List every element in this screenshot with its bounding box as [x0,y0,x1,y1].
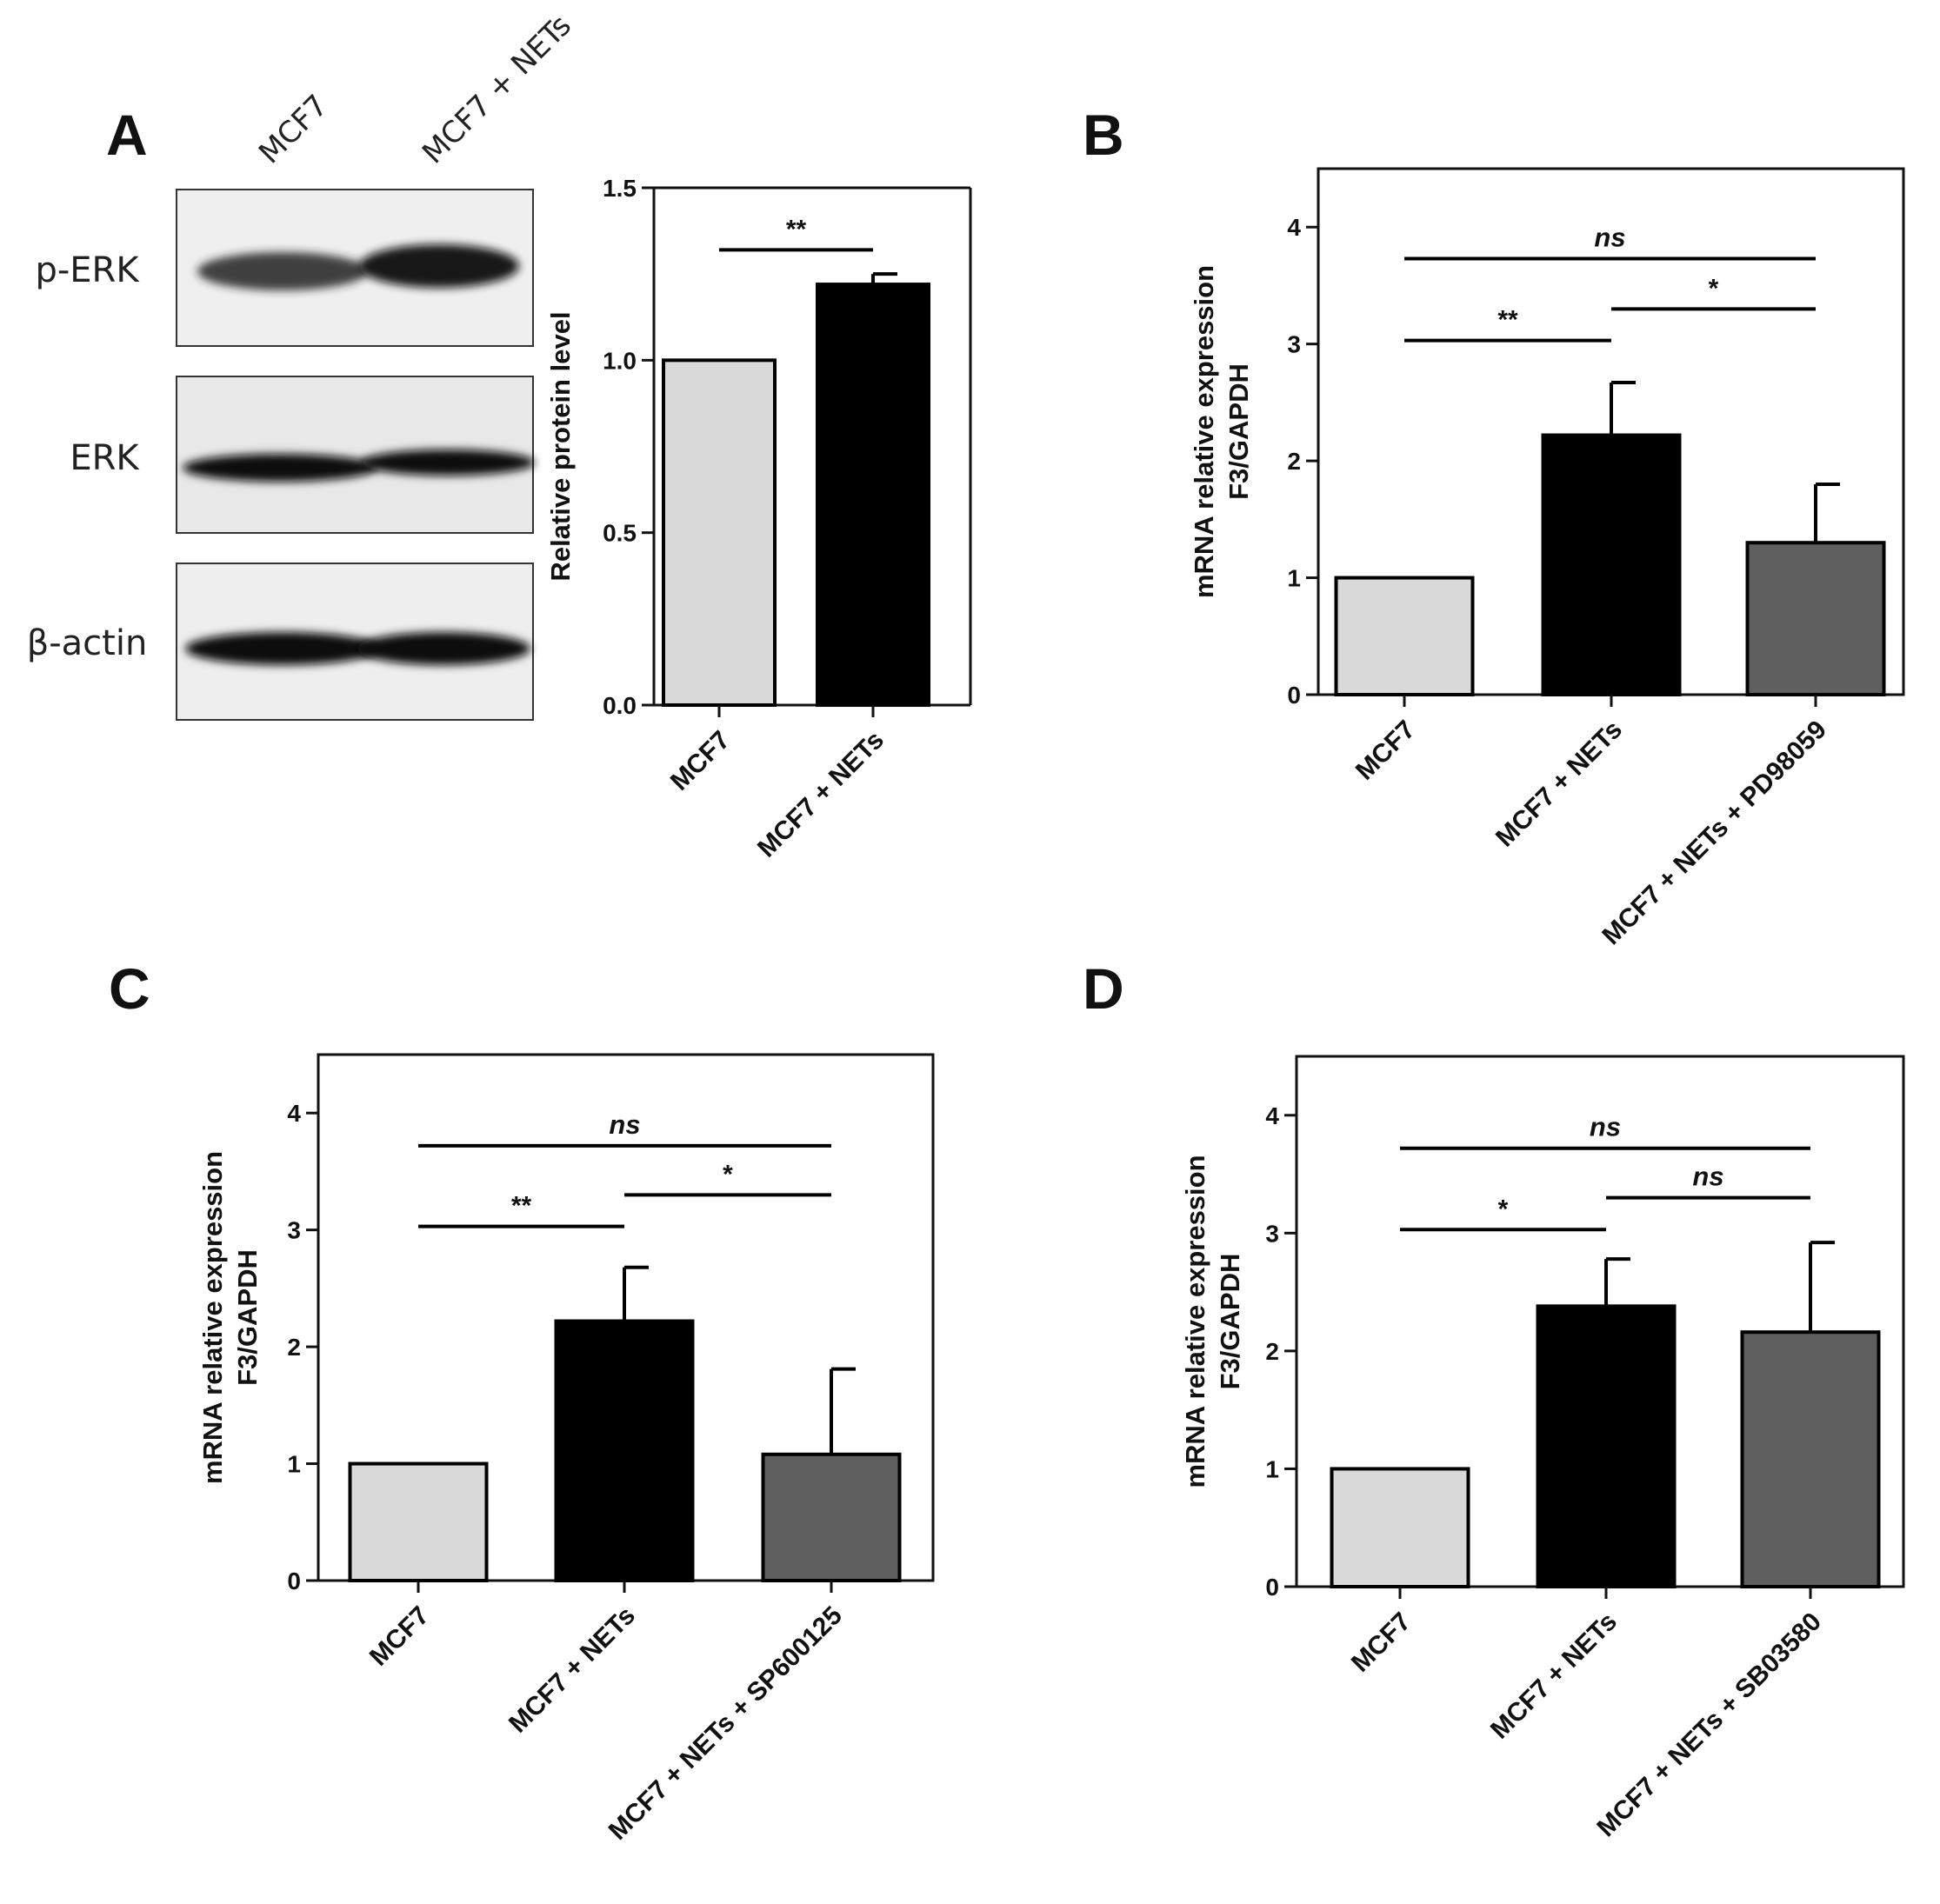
chart-d-significance-label: * [1498,1195,1509,1223]
blot-lane-label-mcf7: MCF7 [252,88,335,170]
chart-b-ytick-label: 3 [1287,331,1301,358]
bar-chart-d: D 0 1 2 3 4 mRNA relative expression F3/GAPDH MC… [1083,956,1905,1843]
chart-b-bar [1541,433,1682,696]
chart-b-category-label: MCF7 [1350,716,1421,786]
chart-a-category-label: MCF7 [665,726,736,796]
chart-d-significance-label: ns [1590,1112,1621,1142]
chart-c-category-label: MCF7 + NETs + SP600125 [603,1601,848,1846]
chart-a-bar [816,283,930,707]
chart-d-bar [1536,1304,1677,1589]
chart-c-category-label: MCF7 [364,1601,435,1672]
blot-row-label-erk: ERK [70,438,140,478]
blot-row-label-perk: p-ERK [35,250,140,290]
chart-d-significance-label: ns [1692,1162,1723,1192]
chart-b-ylabel: F3/GAPDH [1223,363,1254,500]
bar-chart-c: C 0 1 2 3 4 mRNA relative expression F3/GAPDH MC… [109,956,935,1846]
chart-b-category-label: MCF7 + NETs [1490,716,1628,853]
chart-d-ytick-label: 2 [1265,1338,1279,1365]
chart-c-significance-label: * [723,1160,733,1188]
chart-d-category-label: MCF7 [1346,1608,1417,1678]
chart-c-ytick-label: 3 [287,1217,301,1244]
chart-a-ylabel: Relative protein level [545,311,576,581]
chart-c-bar [761,1452,902,1583]
chart-c-ylabel: mRNA relative expression [197,1151,228,1484]
chart-c-category-label: MCF7 + NETs [503,1601,641,1739]
bar-chart-b: B 0 1 2 3 4 mRNA relative expression F3/GAPDH MC… [1083,103,1905,951]
chart-c-bar [348,1461,489,1582]
blot-lane-label-mcf7-nets: MCF7 + NETs [416,9,578,171]
chart-a-category-label: MCF7 + NETs [752,726,890,863]
chart-b-ytick-label: 0 [1287,682,1301,709]
chart-b-significance-label: ** [1497,306,1518,335]
band-erk-lane2 [361,449,535,476]
chart-d-bar [1740,1330,1881,1588]
panel-label-a: A [106,103,148,167]
chart-c-ylabel: F3/GAPDH [232,1249,263,1386]
chart-b-category-label: MCF7 + NETs + PD98059 [1597,716,1832,951]
chart-d-ytick-label: 1 [1265,1455,1279,1482]
band-erk-lane1 [183,454,377,482]
chart-d-ylabel: mRNA relative expression [1180,1155,1210,1488]
chart-b-ytick-label: 4 [1287,214,1301,241]
chart-c-panel-label: C [109,956,150,1021]
chart-d-category-label: MCF7 + NETs + SB03580 [1591,1608,1827,1843]
band-beta-actin-lane1 [185,632,380,665]
chart-c-bar [554,1319,695,1582]
chart-d-ytick-label: 0 [1265,1574,1279,1601]
chart-a-bar [662,358,777,707]
band-beta-actin-lane2 [357,632,530,665]
chart-b-significance-label: * [1709,274,1719,303]
chart-a-ytick-label: 0.0 [603,692,637,719]
chart-c-significance-label: ** [511,1192,532,1221]
chart-d-ytick-label: 4 [1265,1102,1279,1129]
chart-b-ytick-label: 2 [1287,448,1301,475]
bar-chart-a: 0.0 0.5 1.0 1.5 Relative protein level MCF7 MC… [545,175,972,863]
chart-c-ytick-label: 2 [287,1334,301,1361]
chart-c-ytick-label: 1 [287,1451,301,1478]
chart-b-significance-label: ns [1594,223,1625,253]
chart-a-ytick-label: 0.5 [603,520,637,547]
chart-c-significance-label: ns [609,1109,640,1140]
chart-c-ytick-label: 4 [287,1100,301,1127]
chart-d-panel-label: D [1083,956,1124,1021]
western-blot: A MCF7 MCF7 + NETs p-ERK ERK β-actin [27,9,578,721]
chart-a-ytick-label: 1.0 [603,347,637,374]
chart-c-ytick-label: 0 [287,1568,301,1594]
chart-b-panel-label: B [1083,103,1124,167]
chart-d-ytick-label: 3 [1265,1220,1279,1247]
chart-b-ytick-label: 1 [1287,565,1301,592]
chart-d-ylabel: F3/GAPDH [1215,1254,1245,1390]
chart-b-bar [1745,541,1886,696]
chart-a-ytick-label: 1.5 [603,175,637,202]
chart-d-bar [1330,1467,1470,1589]
blot-row-label-beta-actin: β-actin [27,623,148,663]
band-perk-lane2 [359,244,519,288]
band-perk-lane1 [197,252,368,290]
chart-b-bar [1334,576,1475,696]
chart-b-ylabel: mRNA relative expression [1189,265,1219,598]
chart-d-category-label: MCF7 + NETs [1485,1608,1623,1745]
chart-a-significance-label: ** [786,215,807,243]
